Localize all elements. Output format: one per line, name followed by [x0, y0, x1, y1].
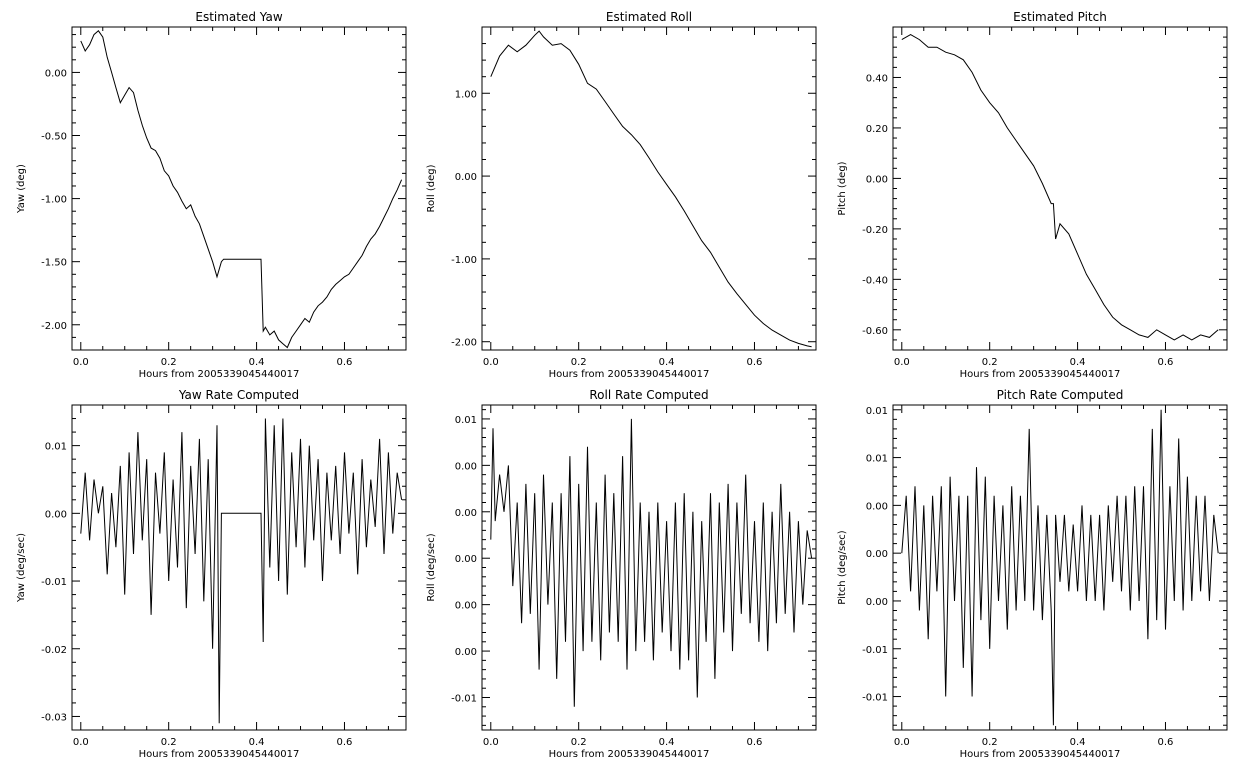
y-tick-label: -0.01	[451, 694, 477, 705]
series-line	[490, 418, 813, 707]
y-tick-label: -0.20	[862, 225, 888, 236]
x-tick-label: 0.4	[659, 357, 675, 368]
x-tick-label: 0.2	[161, 737, 177, 748]
y-tick-label: 0.00	[45, 509, 67, 520]
y-tick-label: 0.01	[455, 415, 477, 426]
y-tick-label: 0.01	[45, 442, 67, 453]
y-tick-label: 0.40	[866, 73, 888, 84]
y-tick-label: -2.00	[451, 338, 477, 349]
chart-panel-0: Estimated Yaw Hours from 2005339045440017…	[16, 10, 407, 380]
x-tick-label: 0.4	[249, 737, 265, 748]
x-tick-label: 0.4	[1070, 737, 1086, 748]
chart-title: Yaw Rate Computed	[178, 388, 299, 402]
x-tick-label: 0.4	[1070, 357, 1086, 368]
x-axis-label: Hours from 2005339045440017	[960, 369, 1121, 380]
y-tick-label: 0.00	[866, 501, 888, 512]
y-tick-label: -0.40	[862, 275, 888, 286]
y-axis-label: Pitch (deg)	[837, 161, 848, 215]
y-tick-label: 0.00	[455, 461, 477, 472]
x-tick-label: 0.0	[894, 357, 910, 368]
y-tick-label: 0.00	[866, 549, 888, 560]
y-tick-label: -0.01	[41, 577, 67, 588]
y-tick-label: 0.00	[455, 554, 477, 565]
y-tick-label: 1.00	[455, 89, 477, 100]
x-tick-label: 0.6	[747, 357, 763, 368]
plot-frame	[892, 404, 1228, 731]
chart-title: Estimated Roll	[606, 10, 692, 24]
x-tick-label: 0.0	[483, 737, 499, 748]
y-tick-label: -0.01	[862, 693, 888, 704]
y-axis-label: Roll (deg)	[426, 164, 437, 212]
chart-panel-2: Estimated Pitch Hours from 20053390454400…	[837, 10, 1228, 380]
y-axis-label: Yaw (deg/sec)	[16, 533, 27, 603]
x-tick-label: 0.0	[483, 357, 499, 368]
x-tick-label: 0.2	[982, 357, 998, 368]
x-tick-label: 0.2	[571, 737, 587, 748]
plot-frame	[71, 404, 407, 731]
y-tick-label: -2.00	[41, 321, 67, 332]
x-tick-label: 0.6	[1158, 737, 1174, 748]
y-axis-label: Pitch (deg/sec)	[837, 530, 848, 605]
chart-title: Estimated Yaw	[195, 10, 282, 24]
x-tick-label: 0.2	[982, 737, 998, 748]
x-tick-label: 0.2	[161, 357, 177, 368]
y-tick-label: 0.01	[866, 454, 888, 465]
chart-title: Estimated Pitch	[1013, 10, 1107, 24]
y-tick-label: -0.03	[41, 712, 67, 723]
y-tick-label: -0.02	[41, 645, 67, 656]
y-tick-label: 0.00	[455, 601, 477, 612]
x-tick-label: 0.0	[894, 737, 910, 748]
y-tick-label: 0.00	[866, 597, 888, 608]
series-line	[901, 409, 1219, 726]
y-tick-label: -1.00	[451, 255, 477, 266]
y-tick-label: 0.01	[866, 406, 888, 417]
y-tick-label: 0.00	[866, 174, 888, 185]
x-axis-label: Hours from 2005339045440017	[139, 749, 300, 760]
x-tick-label: 0.4	[249, 357, 265, 368]
y-tick-label: -0.01	[862, 645, 888, 656]
y-tick-label: 0.00	[45, 68, 67, 79]
chart-panel-4: Roll Rate Computed Hours from 20053390454…	[426, 388, 817, 760]
y-tick-label: -0.50	[41, 132, 67, 143]
x-tick-label: 0.6	[1158, 357, 1174, 368]
y-axis-label: Roll (deg/sec)	[426, 533, 437, 601]
series-line	[901, 34, 1219, 341]
y-tick-label: 0.00	[455, 647, 477, 658]
chart-panel-5: Pitch Rate Computed Hours from 2005339045…	[837, 388, 1228, 760]
chart-panel-1: Estimated Roll Hours from 200533904544001…	[426, 10, 817, 380]
y-tick-label: 0.00	[455, 172, 477, 183]
x-tick-label: 0.0	[73, 357, 89, 368]
series-line	[490, 30, 812, 348]
x-tick-label: 0.0	[73, 737, 89, 748]
x-tick-label: 0.6	[337, 737, 353, 748]
series-line	[80, 30, 403, 349]
chart-panel-3: Yaw Rate Computed Hours from 200533904544…	[16, 388, 407, 760]
x-axis-label: Hours from 2005339045440017	[139, 369, 300, 380]
chart-title: Pitch Rate Computed	[997, 388, 1124, 402]
y-tick-label: -0.60	[862, 326, 888, 337]
chart-title: Roll Rate Computed	[589, 388, 708, 402]
plot-frame	[71, 26, 407, 351]
y-tick-label: -1.50	[41, 258, 67, 269]
y-tick-label: -1.00	[41, 195, 67, 206]
y-axis-label: Yaw (deg)	[16, 164, 27, 214]
series-line	[80, 418, 403, 724]
x-tick-label: 0.4	[659, 737, 675, 748]
y-tick-label: 0.00	[455, 508, 477, 519]
x-axis-label: Hours from 2005339045440017	[549, 749, 710, 760]
plot-frame	[481, 26, 817, 351]
x-axis-label: Hours from 2005339045440017	[549, 369, 710, 380]
x-axis-label: Hours from 2005339045440017	[960, 749, 1121, 760]
x-tick-label: 0.6	[747, 737, 763, 748]
x-tick-label: 0.2	[571, 357, 587, 368]
plot-frame	[892, 26, 1228, 351]
y-tick-label: 0.20	[866, 124, 888, 135]
x-tick-label: 0.6	[337, 357, 353, 368]
